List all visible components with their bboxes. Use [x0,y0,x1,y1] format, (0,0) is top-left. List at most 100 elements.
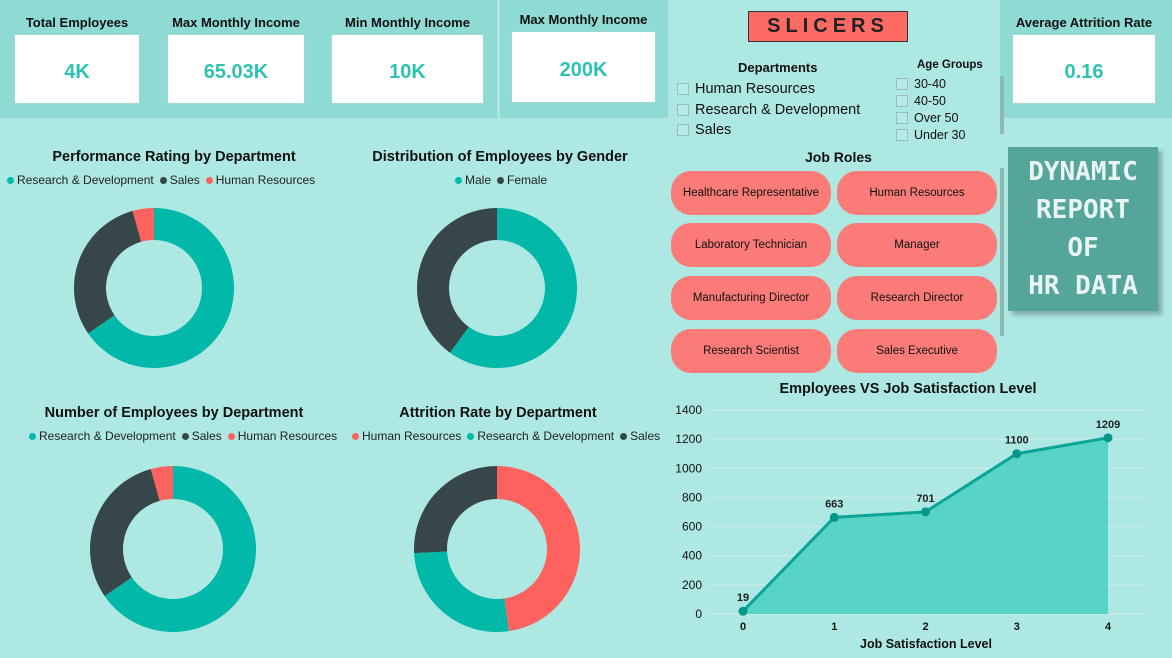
job-role-manufacturing-director[interactable]: Manufacturing Director [671,276,831,320]
x-tick-label-4: 4 [1105,621,1112,633]
y-tick-label-4: 800 [682,490,702,504]
job-role-laboratory-technician[interactable]: Laboratory Technician [671,223,831,267]
legend-item: Research & Development [467,429,614,443]
chart-title-attrition: Attrition Rate by Department [399,405,597,421]
x-tick-label-2: 2 [922,621,928,633]
data-point-0[interactable] [738,606,748,616]
legend-dot-icon [352,432,359,440]
donut-slice-2[interactable] [414,466,497,554]
job-role-research-scientist[interactable]: Research Scientist [671,329,831,373]
checkbox-icon[interactable] [677,83,689,95]
legend-item: Research & Development [7,173,154,187]
legend-item: Sales [159,173,200,187]
banner-line: REPORT [1036,195,1130,225]
job-role-human-resources[interactable]: Human Resources [837,171,997,215]
y-tick-label-7: 1400 [675,403,702,417]
department-option-sales[interactable]: Sales [677,122,731,138]
legend-attrition: Human Resources Research & Development S… [352,429,660,443]
x-tick-label-3: 3 [1014,621,1020,633]
y-tick-label-3: 600 [682,520,702,534]
job-role-manager[interactable]: Manager [837,223,997,267]
legend-dot-icon [227,432,235,440]
donut-slice-1[interactable] [73,210,142,334]
job-roles-scrollbar[interactable] [1000,168,1004,336]
department-option-human-resources[interactable]: Human Resources [677,81,815,97]
legend-gender: Male Female [455,173,547,187]
department-option-research-development[interactable]: Research & Development [677,102,860,118]
kpi-box: 4K [14,34,140,104]
legend-item: Female [497,173,547,187]
legend-item: Human Resources [227,429,338,443]
data-label-4: 1209 [1096,419,1120,431]
legend-dot-icon [497,176,505,184]
donut-slice-1[interactable] [89,469,160,597]
data-point-3[interactable] [1012,449,1022,459]
y-tick-label-0: 0 [695,607,702,621]
job-roles-slicer-title: Job Roles [805,149,872,165]
checkbox-icon[interactable] [677,104,689,116]
age-option-over-50[interactable]: Over 50 [896,111,958,125]
donut-slice-1[interactable] [417,208,497,353]
donut-slice-1[interactable] [414,551,509,632]
y-tick-label-1: 200 [682,578,702,592]
kpi-value: 65.03K [203,61,269,83]
banner-line: OF [1067,233,1099,263]
donut-slice-0[interactable] [104,466,257,632]
departments-slicer-title: Departments [738,60,818,75]
checkbox-icon[interactable] [896,95,908,107]
option-label: Research & Development [695,102,861,118]
checkbox-icon[interactable] [896,78,908,90]
data-point-4[interactable] [1103,433,1113,443]
legend-performance: Research & Development Sales Human Resou… [7,173,315,187]
legend-label: Research & Development [17,173,154,187]
age-option-under-30[interactable]: Under 30 [896,128,965,142]
donut-slice-2[interactable] [132,208,154,242]
banner-line: DYNAMIC [1028,157,1138,187]
data-label-3: 1100 [1005,435,1029,447]
kpi-label: Max Monthly Income [519,12,648,27]
donut-slice-0[interactable] [449,208,578,368]
legend-label: Research & Development [477,429,615,443]
legend-label: Research & Development [39,429,176,443]
legend-dot-icon [205,176,213,184]
legend-dot-icon [181,432,189,440]
donut-slice-0[interactable] [88,208,234,368]
legend-employees-department: Research & Development Sales Human Resou… [29,429,337,443]
slicers-title: SLICERS [748,11,908,42]
kpi-label: Average Attrition Rate [1015,15,1153,30]
data-point-1[interactable] [829,512,839,522]
legend-dot-icon [7,176,14,184]
age-groups-scrollbar[interactable] [1000,76,1004,134]
legend-dot-icon [159,176,167,184]
checkbox-icon[interactable] [896,129,908,141]
donut-slice-2[interactable] [150,466,173,501]
legend-label: Human Resources [237,429,338,443]
kpi-value: 4K [64,61,90,83]
legend-label: Male [465,173,492,187]
data-point-2[interactable] [921,507,930,517]
legend-label: Sales [630,429,661,443]
kpi-box: 200K [511,31,656,103]
age-option-40-50[interactable]: 40-50 [896,94,946,108]
checkbox-icon[interactable] [677,124,689,136]
age-groups-slicer-title: Age Groups [917,59,983,71]
donut-slice-0[interactable] [497,466,581,632]
job-role-sales-executive[interactable]: Sales Executive [837,329,997,373]
chart-title-employees-department: Number of Employees by Department [44,405,304,421]
age-option-30-40[interactable]: 30-40 [896,77,946,91]
job-role-research-director[interactable]: Research Director [837,276,997,320]
report-banner: DYNAMIC REPORT OF HR DATA [1008,147,1158,311]
x-tick-label-0: 0 [740,621,746,633]
data-label-1: 663 [825,498,843,510]
option-label: Sales [695,122,732,138]
checkbox-icon[interactable] [896,112,908,124]
legend-label: Sales [169,173,200,187]
chart-title-performance: Performance Rating by Department [52,149,296,165]
job-role-healthcare-representative[interactable]: Healthcare Representative [671,171,831,215]
area-fill [743,437,1108,614]
